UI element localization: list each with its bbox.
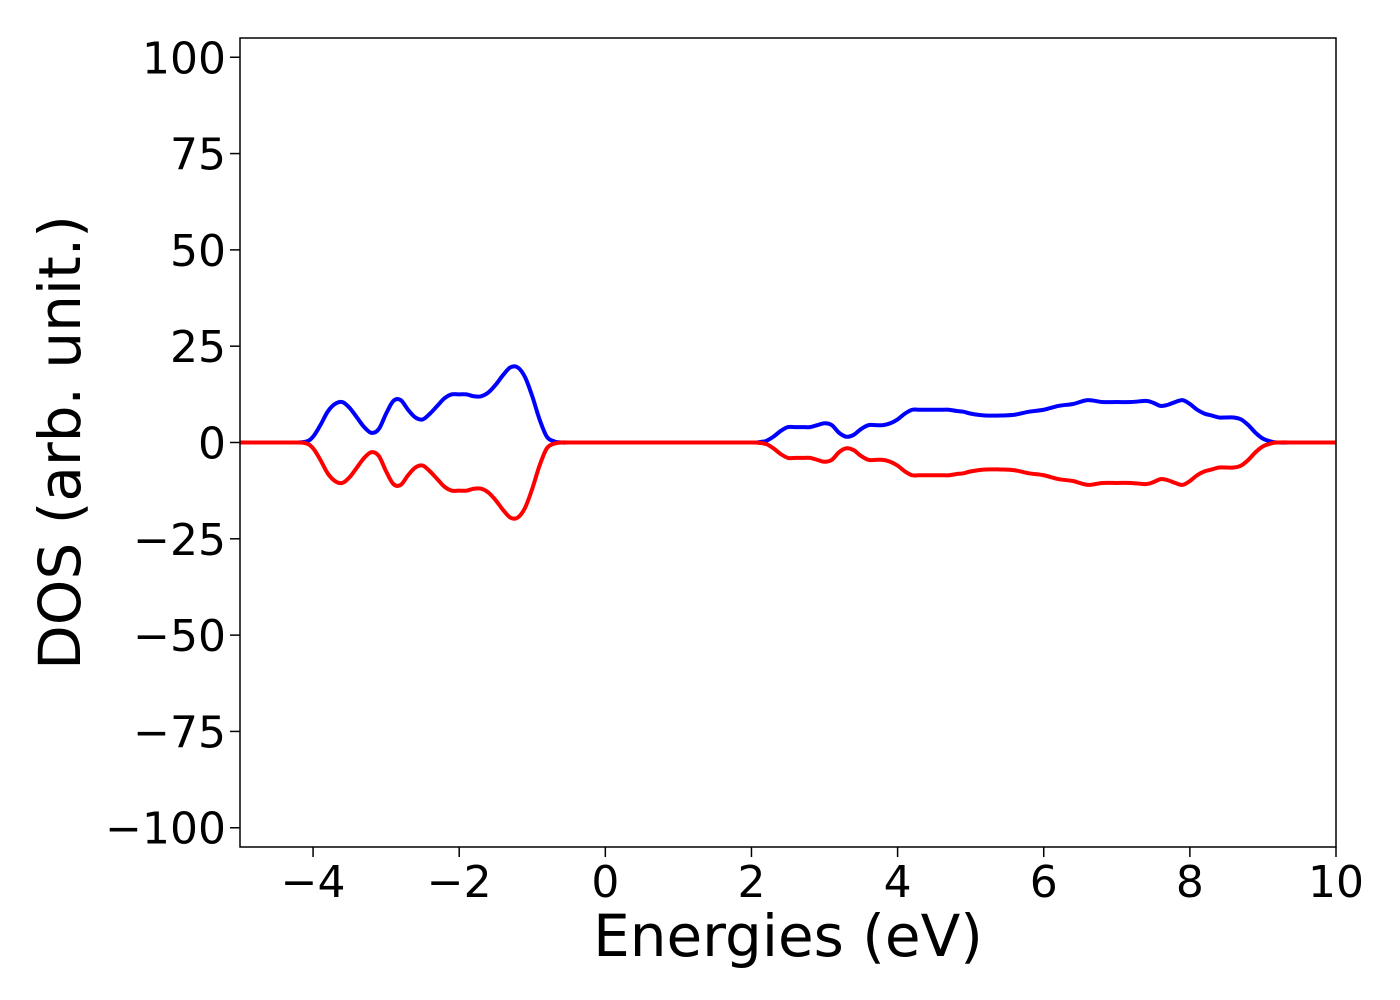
y-tick-label: −100 xyxy=(105,804,226,855)
plot-frame xyxy=(239,37,1337,848)
x-tick-label: 2 xyxy=(737,857,765,908)
x-tick-label: 6 xyxy=(1030,857,1058,908)
y-tick-label: 100 xyxy=(142,33,226,84)
y-tick-label: −25 xyxy=(133,515,226,566)
ticks-layer: −4 −2 0 2 4 6 8 10 100 75 50 25 0 −25 −50 −75 −100 xyxy=(105,33,1364,908)
x-tick-label: 0 xyxy=(591,857,619,908)
series-line-blue xyxy=(239,364,1336,445)
y-tick-label: 50 xyxy=(170,226,226,277)
x-tick-label: 10 xyxy=(1308,857,1364,908)
series-line-red xyxy=(239,440,1336,521)
x-tick-label: 8 xyxy=(1176,857,1204,908)
y-tick-label: −50 xyxy=(133,611,226,662)
y-tick-label: 0 xyxy=(198,419,226,470)
y-tick-label: 25 xyxy=(170,322,226,373)
x-tick-label: −4 xyxy=(281,857,346,908)
series-layer xyxy=(239,364,1336,521)
y-tick-label: −75 xyxy=(133,707,226,758)
y-axis-title: DOS (arb. unit.) xyxy=(26,215,94,670)
x-axis-title: Energies (eV) xyxy=(593,902,983,970)
y-tick-label: 75 xyxy=(170,130,226,181)
x-tick-label: −2 xyxy=(427,857,492,908)
x-tick-label: 4 xyxy=(884,857,912,908)
